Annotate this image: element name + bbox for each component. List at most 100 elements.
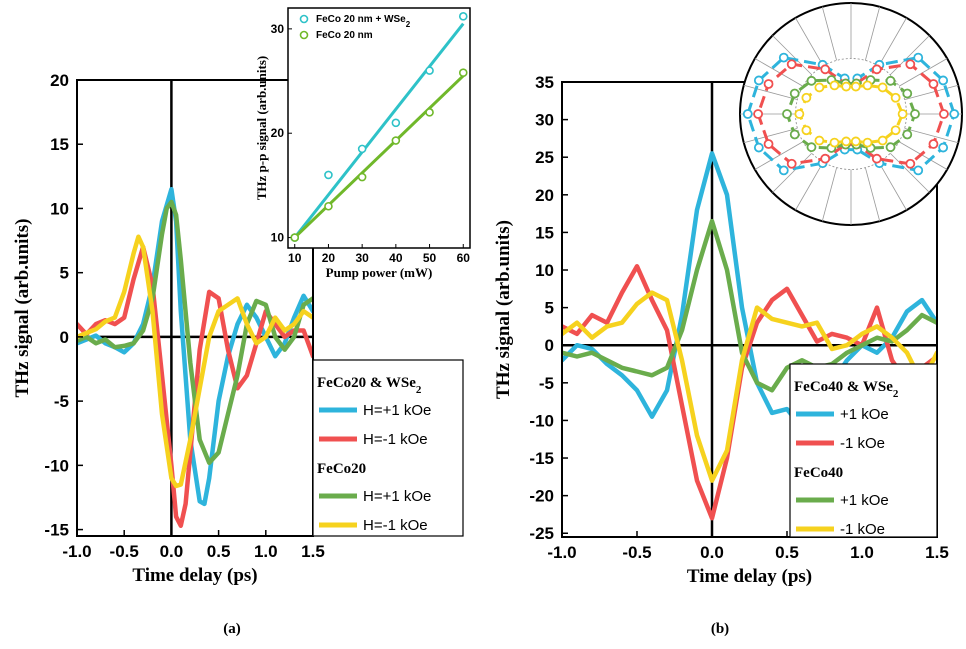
polar-point xyxy=(753,109,763,119)
legend-entry-label: +1 kOe xyxy=(840,492,889,509)
x-axis-title: Time delay (ps) xyxy=(687,566,812,587)
x-tick-label: 1.0 xyxy=(850,543,874,562)
x-tick-label: 1.5 xyxy=(301,542,325,561)
y-tick-label: -25 xyxy=(529,524,554,543)
y-tick-label: 25 xyxy=(535,148,554,167)
legend-group-heading: FeCo40 xyxy=(794,465,843,481)
x-tick-label: 0.5 xyxy=(207,542,231,561)
polar-spoke xyxy=(904,84,959,101)
y-tick-label: 20 xyxy=(50,71,69,90)
inset-legend-subscript: 2 xyxy=(406,20,411,29)
polar-point xyxy=(913,165,924,176)
polar-point xyxy=(902,129,913,140)
inset-legend-label: FeCo 20 nm xyxy=(316,30,373,41)
polar-spoke xyxy=(878,17,907,67)
polar-spoke xyxy=(772,35,813,76)
polar-point xyxy=(905,59,916,70)
polar-point xyxy=(885,142,896,153)
inset-x-tick-label: 50 xyxy=(423,251,437,265)
polar-spoke xyxy=(821,167,838,222)
inset-point xyxy=(357,144,367,154)
inset-point xyxy=(324,170,333,180)
inset-point xyxy=(290,233,300,242)
polar-spoke xyxy=(743,127,798,144)
y-tick-label: -15 xyxy=(44,521,69,540)
inset-point xyxy=(458,68,468,77)
polar-point xyxy=(910,109,920,119)
axes-frame xyxy=(76,79,314,537)
polar-point xyxy=(871,153,882,164)
panel-label: (b) xyxy=(711,621,729,637)
inset-point xyxy=(391,136,401,145)
y-axis-title: THz signal (arb.units) xyxy=(493,220,514,399)
polar-point xyxy=(877,135,888,146)
polar-spoke xyxy=(795,161,824,211)
polar-point xyxy=(814,135,825,146)
polar-point xyxy=(877,82,888,93)
polar-point xyxy=(938,75,949,86)
polar-point xyxy=(778,165,789,176)
legend-heading-text: FeCo40 & WSe xyxy=(794,379,893,395)
polar-spoke xyxy=(864,6,881,61)
inset-point xyxy=(357,172,367,182)
panel-a: -1.0 -0.5 0.0 0.5 1.0 1.5 -15 -10 -5 0 5 10 15 20 Time… xyxy=(12,7,471,637)
inset-x-tick-label: 60 xyxy=(457,251,471,265)
inset-polar xyxy=(739,2,963,226)
polar-point xyxy=(786,59,797,70)
y-tick-label: 30 xyxy=(535,111,554,130)
legend-entry-label: H=-1 kOe xyxy=(363,431,428,448)
inset-point xyxy=(391,118,401,128)
y-tick-label: -5 xyxy=(54,392,69,411)
panel-label: (a) xyxy=(223,621,241,637)
inset-point xyxy=(458,12,468,21)
series-line-2 xyxy=(562,218,937,393)
y-tick-label: -20 xyxy=(529,487,554,506)
polar-point xyxy=(949,109,960,119)
polar-point xyxy=(801,92,812,103)
polar-point xyxy=(820,153,831,164)
series-group xyxy=(77,186,313,528)
inset-point xyxy=(425,108,434,117)
polar-point xyxy=(763,79,774,89)
polar-spoke xyxy=(743,84,798,101)
x-tick-label: 1.5 xyxy=(925,543,949,562)
polar-point xyxy=(820,64,831,75)
polar-point xyxy=(939,109,949,119)
x-tick-label: 0.5 xyxy=(775,543,799,562)
inset-fit-line-1 xyxy=(293,74,465,239)
x-axis-title: Time delay (ps) xyxy=(132,565,257,586)
legend-group-heading: FeCo40 & WSe2 xyxy=(794,379,899,400)
inset-point xyxy=(324,201,333,211)
polar-spoke xyxy=(772,152,813,193)
y-tick-label: 35 xyxy=(535,73,554,92)
y-tick-label: 15 xyxy=(50,135,69,154)
polar-point xyxy=(850,136,861,147)
legend-entry-label: H=-1 kOe xyxy=(363,517,428,534)
polar-point xyxy=(871,64,882,75)
x-tick-label: 1.0 xyxy=(254,542,278,561)
polar-point xyxy=(742,109,753,119)
polar-spoke xyxy=(754,58,804,87)
series-line-2 xyxy=(77,199,313,466)
inset-legend-marker xyxy=(299,14,309,24)
y-tick-label: -10 xyxy=(529,411,554,430)
y-tick-label: 10 xyxy=(50,199,69,218)
y-tick-label: 5 xyxy=(545,299,554,318)
polar-point xyxy=(778,52,789,63)
y-tick-label: 0 xyxy=(545,336,554,355)
x-tick-label: -1.0 xyxy=(62,542,91,561)
y-tick-label: 10 xyxy=(535,261,554,280)
polar-spoke xyxy=(898,141,948,170)
x-tick-label: 0.0 xyxy=(160,542,184,561)
y-tick-label: -15 xyxy=(529,449,554,468)
series-line-3 xyxy=(77,234,313,489)
inset-y-tick-label: 30 xyxy=(271,22,285,36)
polar-spoke xyxy=(821,6,838,61)
polar-point xyxy=(905,158,916,169)
polar-point xyxy=(913,52,924,63)
legend-heading-text: FeCo20 xyxy=(317,461,366,477)
polar-point xyxy=(786,158,797,169)
inset-y-tick-label: 10 xyxy=(271,231,285,245)
inset-legend-marker xyxy=(299,30,309,40)
